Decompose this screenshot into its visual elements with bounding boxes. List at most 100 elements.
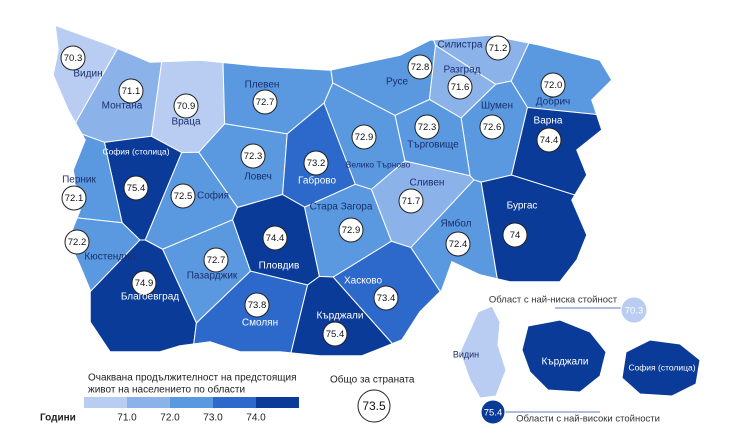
value-badge (485, 35, 511, 61)
value-label: 75.4 (127, 183, 146, 194)
region-name: София (столица) (102, 146, 169, 156)
value-label: 73.4 (377, 293, 396, 304)
value-label: 72.0 (544, 80, 563, 91)
value-badge (61, 185, 87, 211)
inset-badge (620, 296, 648, 324)
region (53, 129, 123, 224)
region-name: Перник (62, 175, 96, 186)
region-name: Добрич (536, 96, 571, 108)
value-badge (414, 114, 440, 140)
legend-swatch (213, 397, 256, 408)
legend-swatch (127, 397, 170, 408)
region-name: Разград (444, 65, 481, 76)
legend-tick: 71.0 (117, 413, 137, 424)
overlay: 70.3 Видин 71.1 Монтана 70.9 Враца 72.7 Плевен 7… (40, 35, 696, 424)
legend-swatch (170, 397, 213, 408)
region-name: Монтана (102, 101, 143, 112)
inset-caption: Области с най-високи стойности (516, 414, 660, 424)
region-name: Плевен (245, 80, 280, 91)
value-badge (203, 247, 229, 273)
value-label: 72.9 (342, 225, 361, 236)
inset-region (459, 305, 507, 399)
value-badge (118, 78, 144, 104)
legend-title: Очаквана продължителност на предстоящия (88, 373, 297, 384)
value-label: 72.8 (411, 62, 430, 73)
region-name: Силистра (438, 40, 483, 51)
region-name: Шумен (481, 101, 513, 112)
value-label: 72.7 (256, 97, 275, 108)
value-label: 73.2 (307, 158, 326, 169)
value-label: 74.4 (266, 233, 285, 244)
value-badge (262, 225, 288, 251)
legend-swatch (84, 397, 127, 408)
value-badge (351, 124, 377, 150)
inset-region-name: Кърджали (542, 357, 589, 368)
inset-value: 70.3 (625, 306, 644, 317)
value-badge (447, 74, 473, 100)
value-badge (373, 285, 399, 311)
region (480, 174, 612, 356)
value-label: 74 (510, 230, 521, 241)
value-badge (407, 54, 433, 80)
value-badge (479, 114, 505, 140)
value-label: 73.8 (248, 300, 267, 311)
value-label: 72.2 (68, 237, 87, 248)
value-label: 74.4 (540, 135, 559, 146)
value-label: 71.2 (489, 43, 508, 54)
value-badge (244, 292, 270, 318)
region-name: Смолян (242, 318, 278, 329)
value-label: 72.7 (207, 255, 226, 266)
region-name: Благоевград (121, 292, 179, 303)
region-name: Пловдив (259, 261, 300, 272)
region-name: Видин (73, 69, 102, 80)
inset-region (521, 319, 607, 393)
value-label: 72.3 (244, 151, 263, 162)
value-label: 72.5 (174, 191, 193, 202)
value-label: 72.3 (418, 122, 437, 133)
value-label: 71.1 (122, 86, 141, 97)
value-label: 72.1 (65, 193, 84, 204)
inset-region (621, 339, 701, 397)
value-badge (303, 150, 329, 176)
region-name: Кърджали (317, 311, 364, 322)
value-badge (540, 72, 566, 98)
value-badge (338, 217, 364, 243)
inset-region-name: София (столица) (628, 362, 695, 372)
inset-region-name: Видин (453, 349, 479, 359)
region-name: Търговище (407, 140, 459, 151)
region-name: Кюстендил (84, 252, 135, 263)
value-badge (536, 127, 562, 153)
value-label: 71.6 (451, 82, 470, 93)
region-name: Стара Загора (310, 202, 373, 213)
value-badge (445, 231, 471, 257)
value-badge (170, 183, 196, 209)
region-name: Бургас (507, 201, 538, 212)
value-label: 71.7 (402, 196, 421, 207)
region-name: Сливен (410, 178, 445, 189)
national-value: 73.5 (362, 399, 386, 413)
value-badge (322, 321, 348, 347)
value-label: 75.4 (326, 329, 345, 340)
national-badge (357, 389, 391, 423)
inset-badge (480, 399, 506, 424)
region-name: Враца (171, 117, 201, 128)
region (150, 25, 226, 154)
value-badge (398, 188, 424, 214)
region-name: Хасково (344, 276, 382, 287)
legend-title: живот на населението по области (88, 384, 245, 396)
region-name: София (197, 190, 229, 202)
value-badge (123, 175, 149, 201)
region-name: Велико Търново (346, 159, 411, 169)
value-badge (64, 229, 90, 255)
value-badge (502, 222, 528, 248)
region-name: Ямбол (441, 218, 472, 230)
inset-value: 75.4 (484, 408, 503, 419)
value-badge (252, 89, 278, 115)
value-label: 70.9 (177, 101, 196, 112)
inset-caption: Област с най-ниска стойност (489, 295, 618, 306)
value-label: 70.3 (64, 53, 83, 64)
region-name: Пазарджик (187, 271, 238, 282)
region-name: Русе (386, 77, 409, 88)
value-badge (131, 270, 157, 296)
